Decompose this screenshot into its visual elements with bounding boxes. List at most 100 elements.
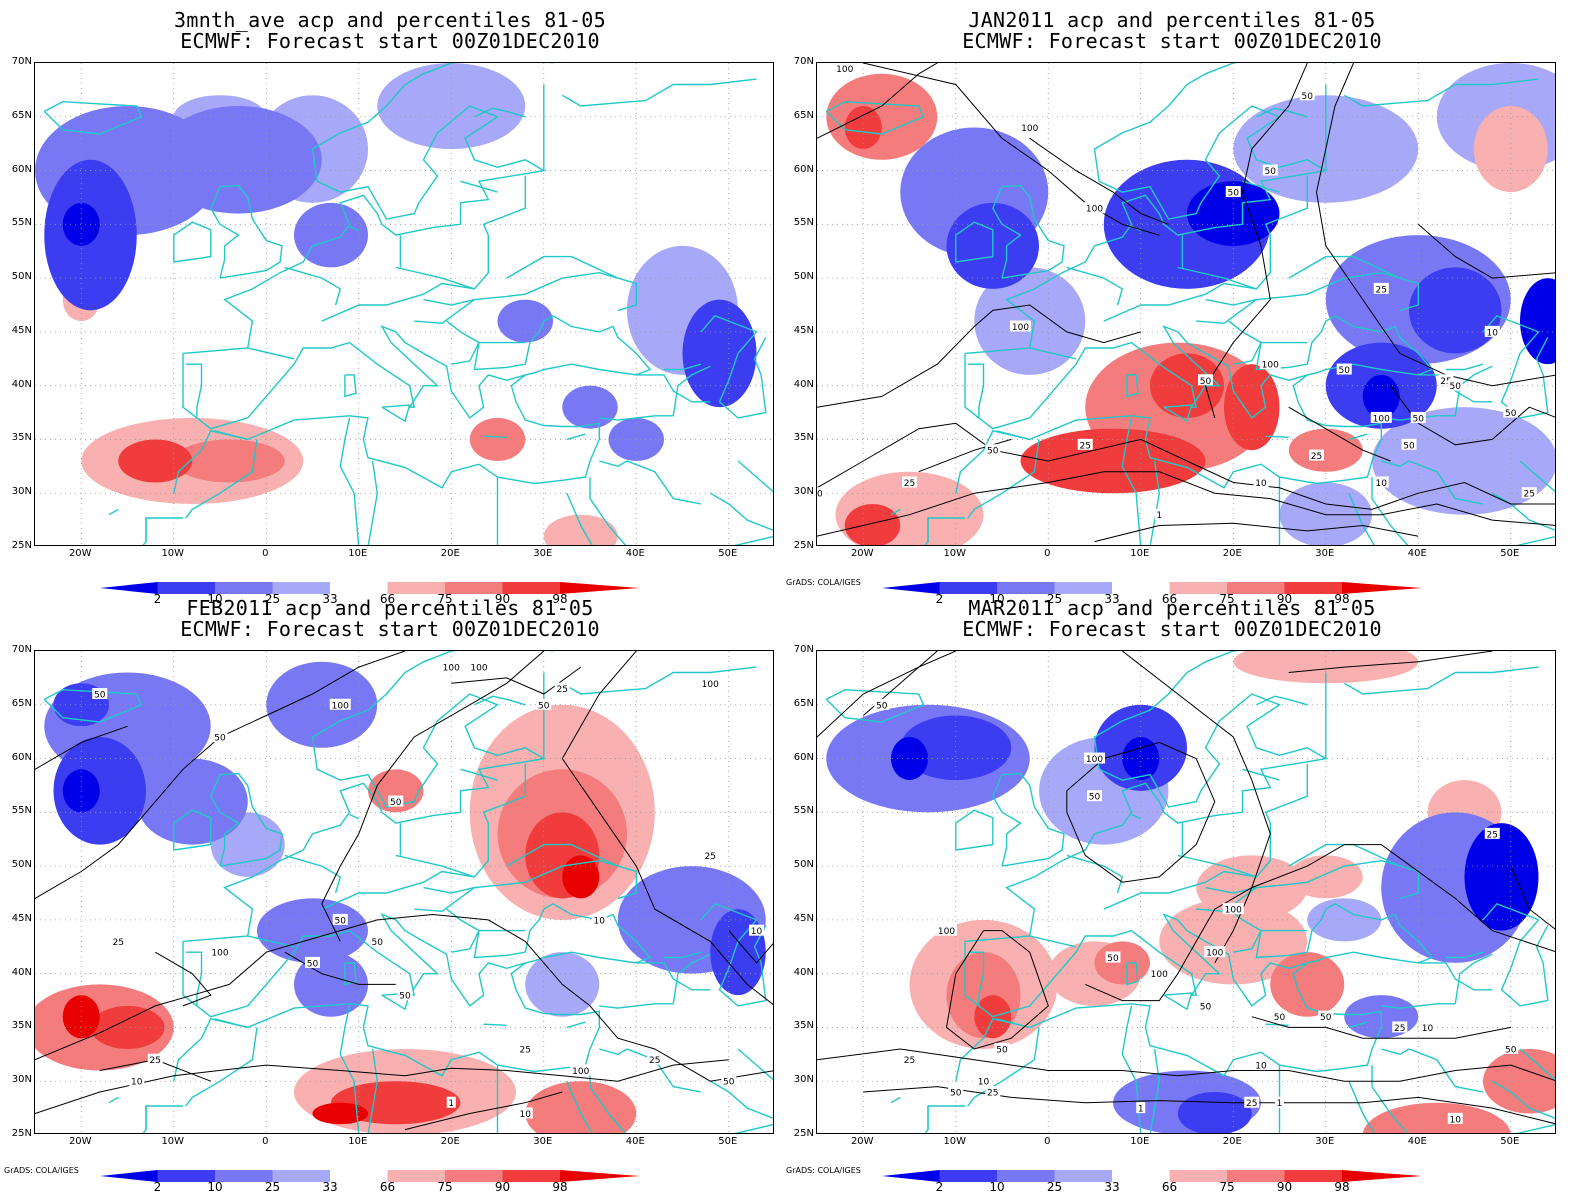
lat-label: 55N: [793, 805, 814, 817]
coastline: [1103, 763, 1308, 910]
coastline: [108, 508, 119, 516]
coastline: [414, 299, 475, 325]
colorbar-segment: [330, 582, 388, 594]
coastline: [451, 929, 526, 953]
percentile-shade: [900, 715, 1012, 781]
coastline: [247, 935, 295, 948]
coastline: [589, 498, 627, 545]
percentile-shade: [62, 202, 100, 246]
contour-line: [1510, 865, 1555, 930]
colorbar-segment: [939, 582, 997, 594]
contour-label-bg: [554, 682, 570, 694]
lat-label: 65N: [793, 697, 814, 709]
lon-label: 0: [1044, 1136, 1051, 1147]
coastline: [1233, 929, 1308, 953]
coastline: [1381, 1048, 1410, 1056]
contour-label-bg: [517, 1042, 533, 1054]
lon-label: 20E: [440, 1136, 460, 1147]
percentile-shade: [543, 514, 618, 545]
coastline: [284, 266, 342, 306]
coastline: [890, 508, 901, 516]
contour-label-bg: [1521, 487, 1537, 499]
coastline: [210, 184, 283, 279]
contour-label-bg: [1392, 1021, 1408, 1033]
percentile-shade: [469, 417, 526, 461]
lat-label: 60N: [11, 751, 32, 763]
colorbar: [100, 1168, 640, 1184]
coastline: [321, 763, 526, 910]
colorbar-label: 75: [437, 1180, 453, 1194]
colorbar-label: 10: [989, 592, 1005, 606]
panel-title-line1: MAR2011 acp and percentiles 81-05: [968, 596, 1376, 620]
colorbar-segment: [1112, 582, 1170, 594]
lat-label: 40N: [793, 378, 814, 390]
lat-label: 30N: [793, 1074, 814, 1086]
contour-label: 50: [950, 1088, 962, 1098]
coastline: [1381, 460, 1410, 468]
colorbar-segment: [330, 1170, 388, 1182]
contour-label-bg: [1253, 1059, 1269, 1071]
coastline: [1126, 962, 1139, 986]
contour-label-bg: [1019, 121, 1041, 133]
lat-label: 65N: [11, 109, 32, 121]
contour-label-bg: [209, 946, 231, 958]
coastline: [182, 651, 546, 943]
contour-label-bg: [1084, 752, 1105, 764]
contour-label: 25: [1524, 490, 1535, 500]
contour-label: 100: [1262, 361, 1279, 371]
contour-label-bg: [702, 849, 718, 861]
coastline: [210, 772, 283, 867]
map-panel-1: JAN2011 acp and percentiles 81-05 ECMWF:…: [782, 0, 1562, 606]
coastline: [955, 221, 994, 263]
percentile-shade: [294, 202, 368, 268]
contour-line: [1066, 741, 1216, 883]
lat-label: 30N: [793, 486, 814, 498]
percentile-shade: [257, 898, 368, 963]
coastline: [1371, 1086, 1409, 1133]
coastline: [142, 1105, 183, 1133]
coastline: [964, 902, 1434, 1018]
contour-label-bg: [1136, 1102, 1146, 1114]
coastline: [599, 1048, 628, 1056]
coastline: [1121, 417, 1142, 545]
coastline: [185, 1027, 258, 1107]
contour-label-bg: [329, 698, 351, 710]
coastline: [214, 1018, 248, 1029]
contour-label-bg: [1420, 1021, 1435, 1033]
lon-label: 50E: [1500, 548, 1520, 559]
colorbar-label: 66: [1161, 592, 1178, 606]
coastline: [561, 78, 757, 107]
contour-line: [284, 951, 396, 985]
contour-label-bg: [902, 476, 917, 488]
lon-label: 40E: [625, 548, 645, 559]
lon-label: 30E: [1315, 1136, 1335, 1147]
colorbar-segment: [445, 1170, 503, 1182]
lon-label: 10W: [161, 1136, 185, 1147]
coastline: [1177, 266, 1257, 290]
colorbar-label: 66: [379, 592, 396, 606]
coastline: [423, 271, 637, 312]
forecast-map: 100 50 100 50 50 100 25 100 10 50 100 50 50 25 50 50 25 1…: [816, 62, 1556, 546]
colorbar-segment: [387, 582, 445, 594]
percentile-shade: [155, 106, 322, 214]
coastline: [108, 1096, 119, 1104]
coastline: [142, 517, 183, 545]
lon-label: 10E: [1130, 548, 1150, 559]
coastline: [734, 1123, 773, 1133]
contour-label: 50: [307, 959, 319, 969]
lat-label: 30N: [11, 486, 32, 498]
contour-label-bg: [1484, 827, 1500, 839]
contour-label-bg: [936, 924, 957, 936]
contour-label: 50: [1107, 954, 1119, 964]
coastline: [182, 314, 652, 430]
colorbar: [100, 580, 640, 596]
contour-label-bg: [1272, 1010, 1287, 1022]
percentile-shade: [844, 106, 882, 150]
panel-title-line1: 3mnth_ave acp and percentiles 81-05: [174, 8, 606, 32]
contour-label-bg: [1198, 374, 1213, 386]
contour-label-bg: [440, 661, 462, 673]
contour-label-bg: [902, 1053, 917, 1065]
coastline: [672, 953, 711, 1004]
contour-line: [451, 666, 582, 695]
coastline: [709, 492, 773, 531]
